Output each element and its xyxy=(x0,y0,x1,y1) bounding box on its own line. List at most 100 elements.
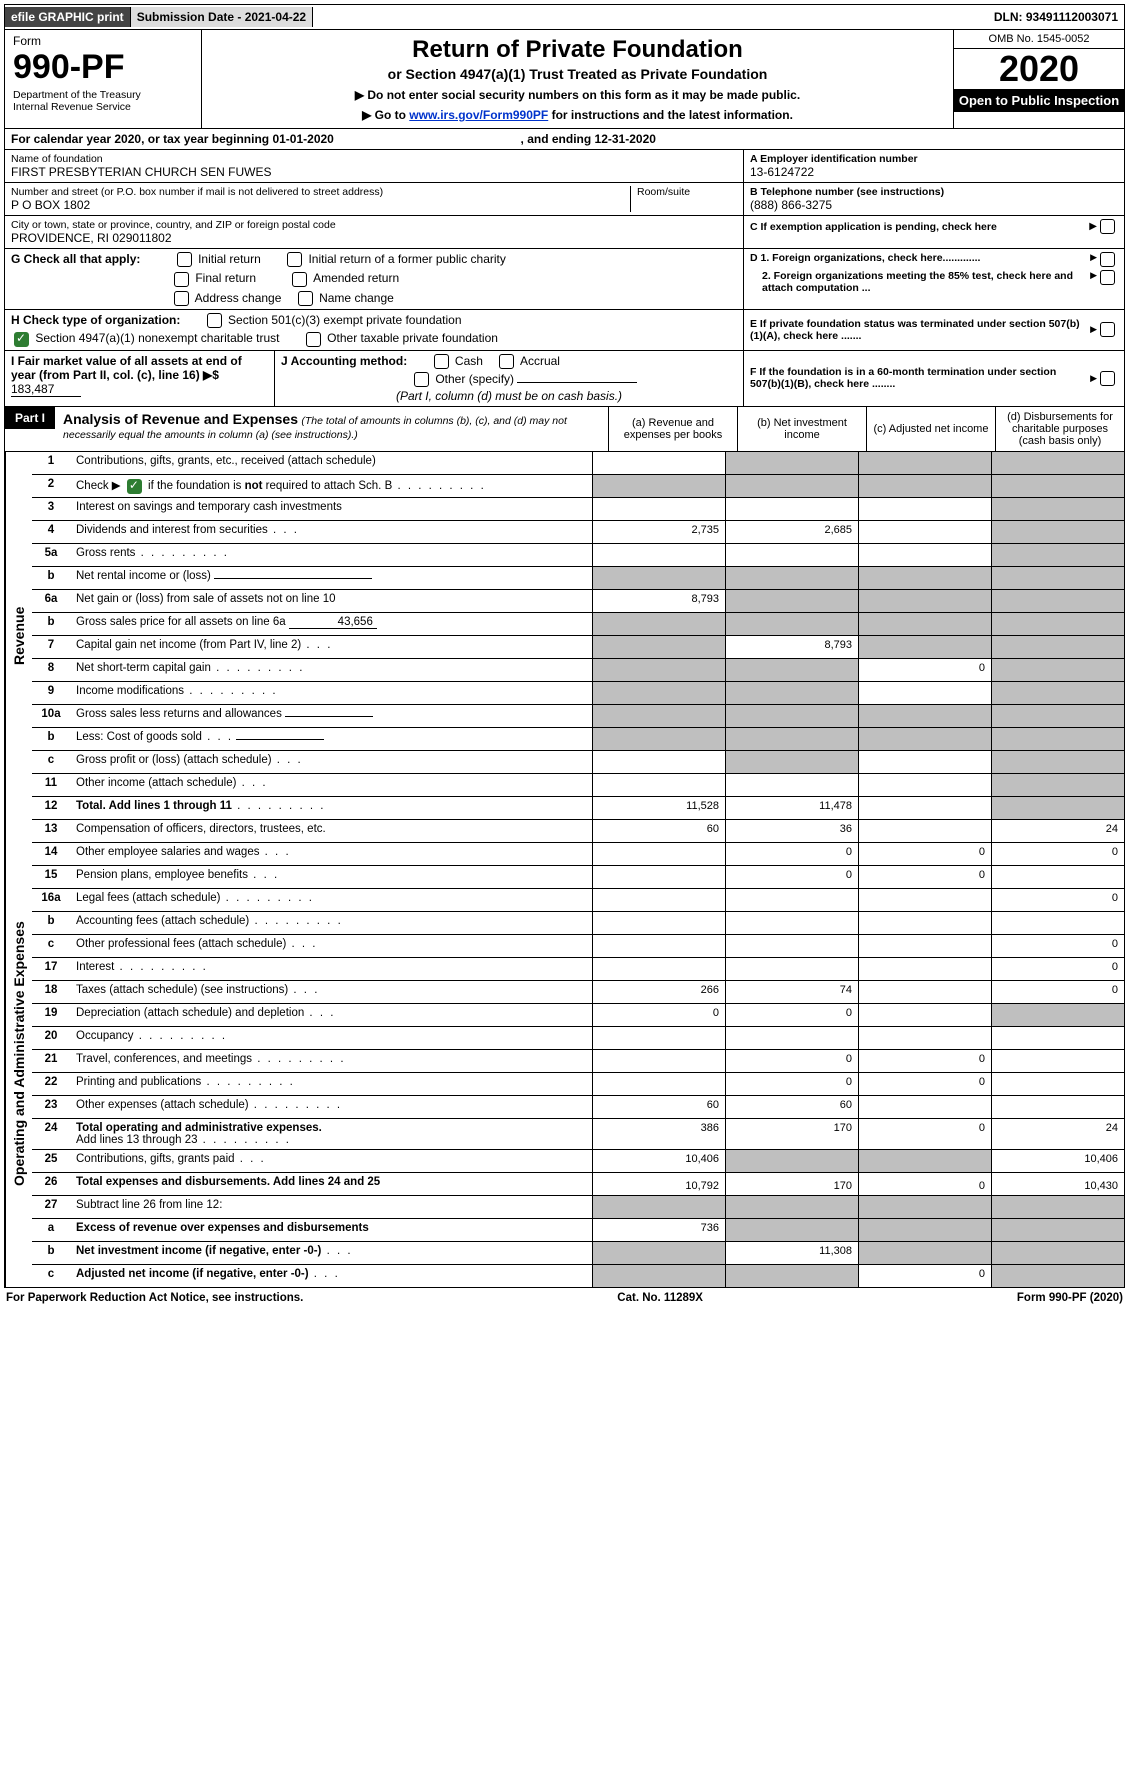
page-footer: For Paperwork Reduction Act Notice, see … xyxy=(4,1288,1125,1308)
entity-block: Name of foundation FIRST PRESBYTERIAN CH… xyxy=(4,150,1125,249)
g1-checkbox[interactable] xyxy=(177,252,192,267)
efile-button[interactable]: efile GRAPHIC print xyxy=(5,7,131,27)
line-27b: Net investment income (if negative, ente… xyxy=(70,1242,592,1264)
d1-checkbox[interactable] xyxy=(1100,252,1115,267)
l15-b: 0 xyxy=(725,866,858,888)
g5-label: Address change xyxy=(195,291,282,305)
d2-checkbox[interactable] xyxy=(1100,270,1115,285)
foundation-address: P O BOX 1802 xyxy=(11,198,630,212)
room-label: Room/suite xyxy=(637,186,737,198)
line-25: Contributions, gifts, grants paid xyxy=(70,1150,592,1172)
instr2-post: for instructions and the latest informat… xyxy=(552,108,793,122)
h2-checkbox[interactable] xyxy=(14,332,29,347)
l25-a: 10,406 xyxy=(592,1150,725,1172)
l12-b: 11,478 xyxy=(725,797,858,819)
foundation-city: PROVIDENCE, RI 029011802 xyxy=(11,231,737,245)
j3-checkbox[interactable] xyxy=(414,372,429,387)
line-27: Subtract line 26 from line 12: xyxy=(70,1196,592,1218)
name-label: Name of foundation xyxy=(11,153,737,165)
line-4: Dividends and interest from securities xyxy=(70,521,592,543)
line-2: Check ▶ if the foundation is not require… xyxy=(70,475,592,497)
line-22: Printing and publications xyxy=(70,1073,592,1095)
l14-d: 0 xyxy=(991,843,1124,865)
l21-c: 0 xyxy=(858,1050,991,1072)
line-12: Total. Add lines 1 through 11 xyxy=(70,797,592,819)
j2-checkbox[interactable] xyxy=(499,354,514,369)
g6-checkbox[interactable] xyxy=(298,291,313,306)
line-8: Net short-term capital gain xyxy=(70,659,592,681)
line-23: Other expenses (attach schedule) xyxy=(70,1096,592,1118)
line-10c: Gross profit or (loss) (attach schedule) xyxy=(70,751,592,773)
h2-label: Section 4947(a)(1) nonexempt charitable … xyxy=(35,331,279,345)
l24-b: 170 xyxy=(725,1119,858,1149)
h1-checkbox[interactable] xyxy=(207,313,222,328)
l22-c: 0 xyxy=(858,1073,991,1095)
line-11: Other income (attach schedule) xyxy=(70,774,592,796)
part1-title: Analysis of Revenue and Expenses xyxy=(63,411,298,427)
instr2-pre: ▶ Go to xyxy=(362,108,409,122)
c-label: C If exemption application is pending, c… xyxy=(750,221,1089,233)
revenue-section: Revenue 1Contributions, gifts, grants, e… xyxy=(4,452,1125,820)
j1-checkbox[interactable] xyxy=(434,354,449,369)
irs-link[interactable]: www.irs.gov/Form990PF xyxy=(409,108,548,122)
l24-d: 24 xyxy=(991,1119,1124,1149)
h-label: H Check type of organization: xyxy=(11,313,180,327)
col-d-header: (d) Disbursements for charitable purpose… xyxy=(995,407,1124,451)
l27a-a: 736 xyxy=(592,1219,725,1241)
form-number: 990-PF xyxy=(13,48,193,87)
omb-number: OMB No. 1545-0052 xyxy=(954,30,1124,49)
g3-checkbox[interactable] xyxy=(174,272,189,287)
l25-d: 10,406 xyxy=(991,1150,1124,1172)
l2-checkbox[interactable] xyxy=(127,479,142,494)
line-17: Interest xyxy=(70,958,592,980)
form-header: Form 990-PF Department of the Treasury I… xyxy=(4,30,1125,129)
cal-pre: For calendar year 2020, or tax year begi… xyxy=(11,132,272,146)
l26-d: 10,430 xyxy=(991,1173,1124,1195)
l4-b: 2,685 xyxy=(725,521,858,543)
l26-b: 170 xyxy=(725,1173,858,1195)
l26-a: 10,792 xyxy=(592,1173,725,1195)
l7-b: 8,793 xyxy=(725,636,858,658)
g4-checkbox[interactable] xyxy=(292,272,307,287)
line-6a: Net gain or (loss) from sale of assets n… xyxy=(70,590,592,612)
l14-b: 0 xyxy=(725,843,858,865)
g2-checkbox[interactable] xyxy=(287,252,302,267)
d1-label: D 1. Foreign organizations, check here..… xyxy=(750,252,1090,264)
i-value: 183,487 xyxy=(11,382,81,397)
instruction-1: ▶ Do not enter social security numbers o… xyxy=(210,88,945,102)
d2-label: 2. Foreign organizations meeting the 85%… xyxy=(750,270,1090,294)
line-18: Taxes (attach schedule) (see instruction… xyxy=(70,981,592,1003)
line-15: Pension plans, employee benefits xyxy=(70,866,592,888)
f-checkbox[interactable] xyxy=(1100,371,1115,386)
cal-end: 12-31-2020 xyxy=(595,132,656,146)
line-6b: Gross sales price for all assets on line… xyxy=(70,613,592,635)
line-3: Interest on savings and temporary cash i… xyxy=(70,498,592,520)
line-1: Contributions, gifts, grants, etc., rece… xyxy=(70,452,592,474)
footer-left: For Paperwork Reduction Act Notice, see … xyxy=(6,1292,303,1304)
j-label: J Accounting method: xyxy=(281,354,407,368)
tax-year: 2020 xyxy=(954,49,1124,89)
l4-a: 2,735 xyxy=(592,521,725,543)
part1-header: Part I Analysis of Revenue and Expenses … xyxy=(4,407,1125,452)
l13-d: 24 xyxy=(991,820,1124,842)
l26-c: 0 xyxy=(858,1173,991,1195)
line-16a: Legal fees (attach schedule) xyxy=(70,889,592,911)
line-9: Income modifications xyxy=(70,682,592,704)
top-bar: efile GRAPHIC print Submission Date - 20… xyxy=(4,4,1125,30)
l24-a: 386 xyxy=(592,1119,725,1149)
g4-label: Amended return xyxy=(313,271,399,285)
l15-c: 0 xyxy=(858,866,991,888)
g5-checkbox[interactable] xyxy=(174,291,189,306)
h3-label: Other taxable private foundation xyxy=(327,331,498,345)
l6b-value: 43,656 xyxy=(289,616,377,629)
phone-label: B Telephone number (see instructions) xyxy=(750,186,1118,198)
h3-checkbox[interactable] xyxy=(306,332,321,347)
cal-mid: , and ending xyxy=(521,132,595,146)
i-label: I Fair market value of all assets at end… xyxy=(11,354,242,382)
line-10a: Gross sales less returns and allowances xyxy=(70,705,592,727)
c-checkbox[interactable] xyxy=(1100,219,1115,234)
col-a-header: (a) Revenue and expenses per books xyxy=(608,407,737,451)
line-26: Total expenses and disbursements. Add li… xyxy=(70,1173,592,1195)
f-label: F If the foundation is in a 60-month ter… xyxy=(750,366,1090,390)
e-checkbox[interactable] xyxy=(1100,322,1115,337)
